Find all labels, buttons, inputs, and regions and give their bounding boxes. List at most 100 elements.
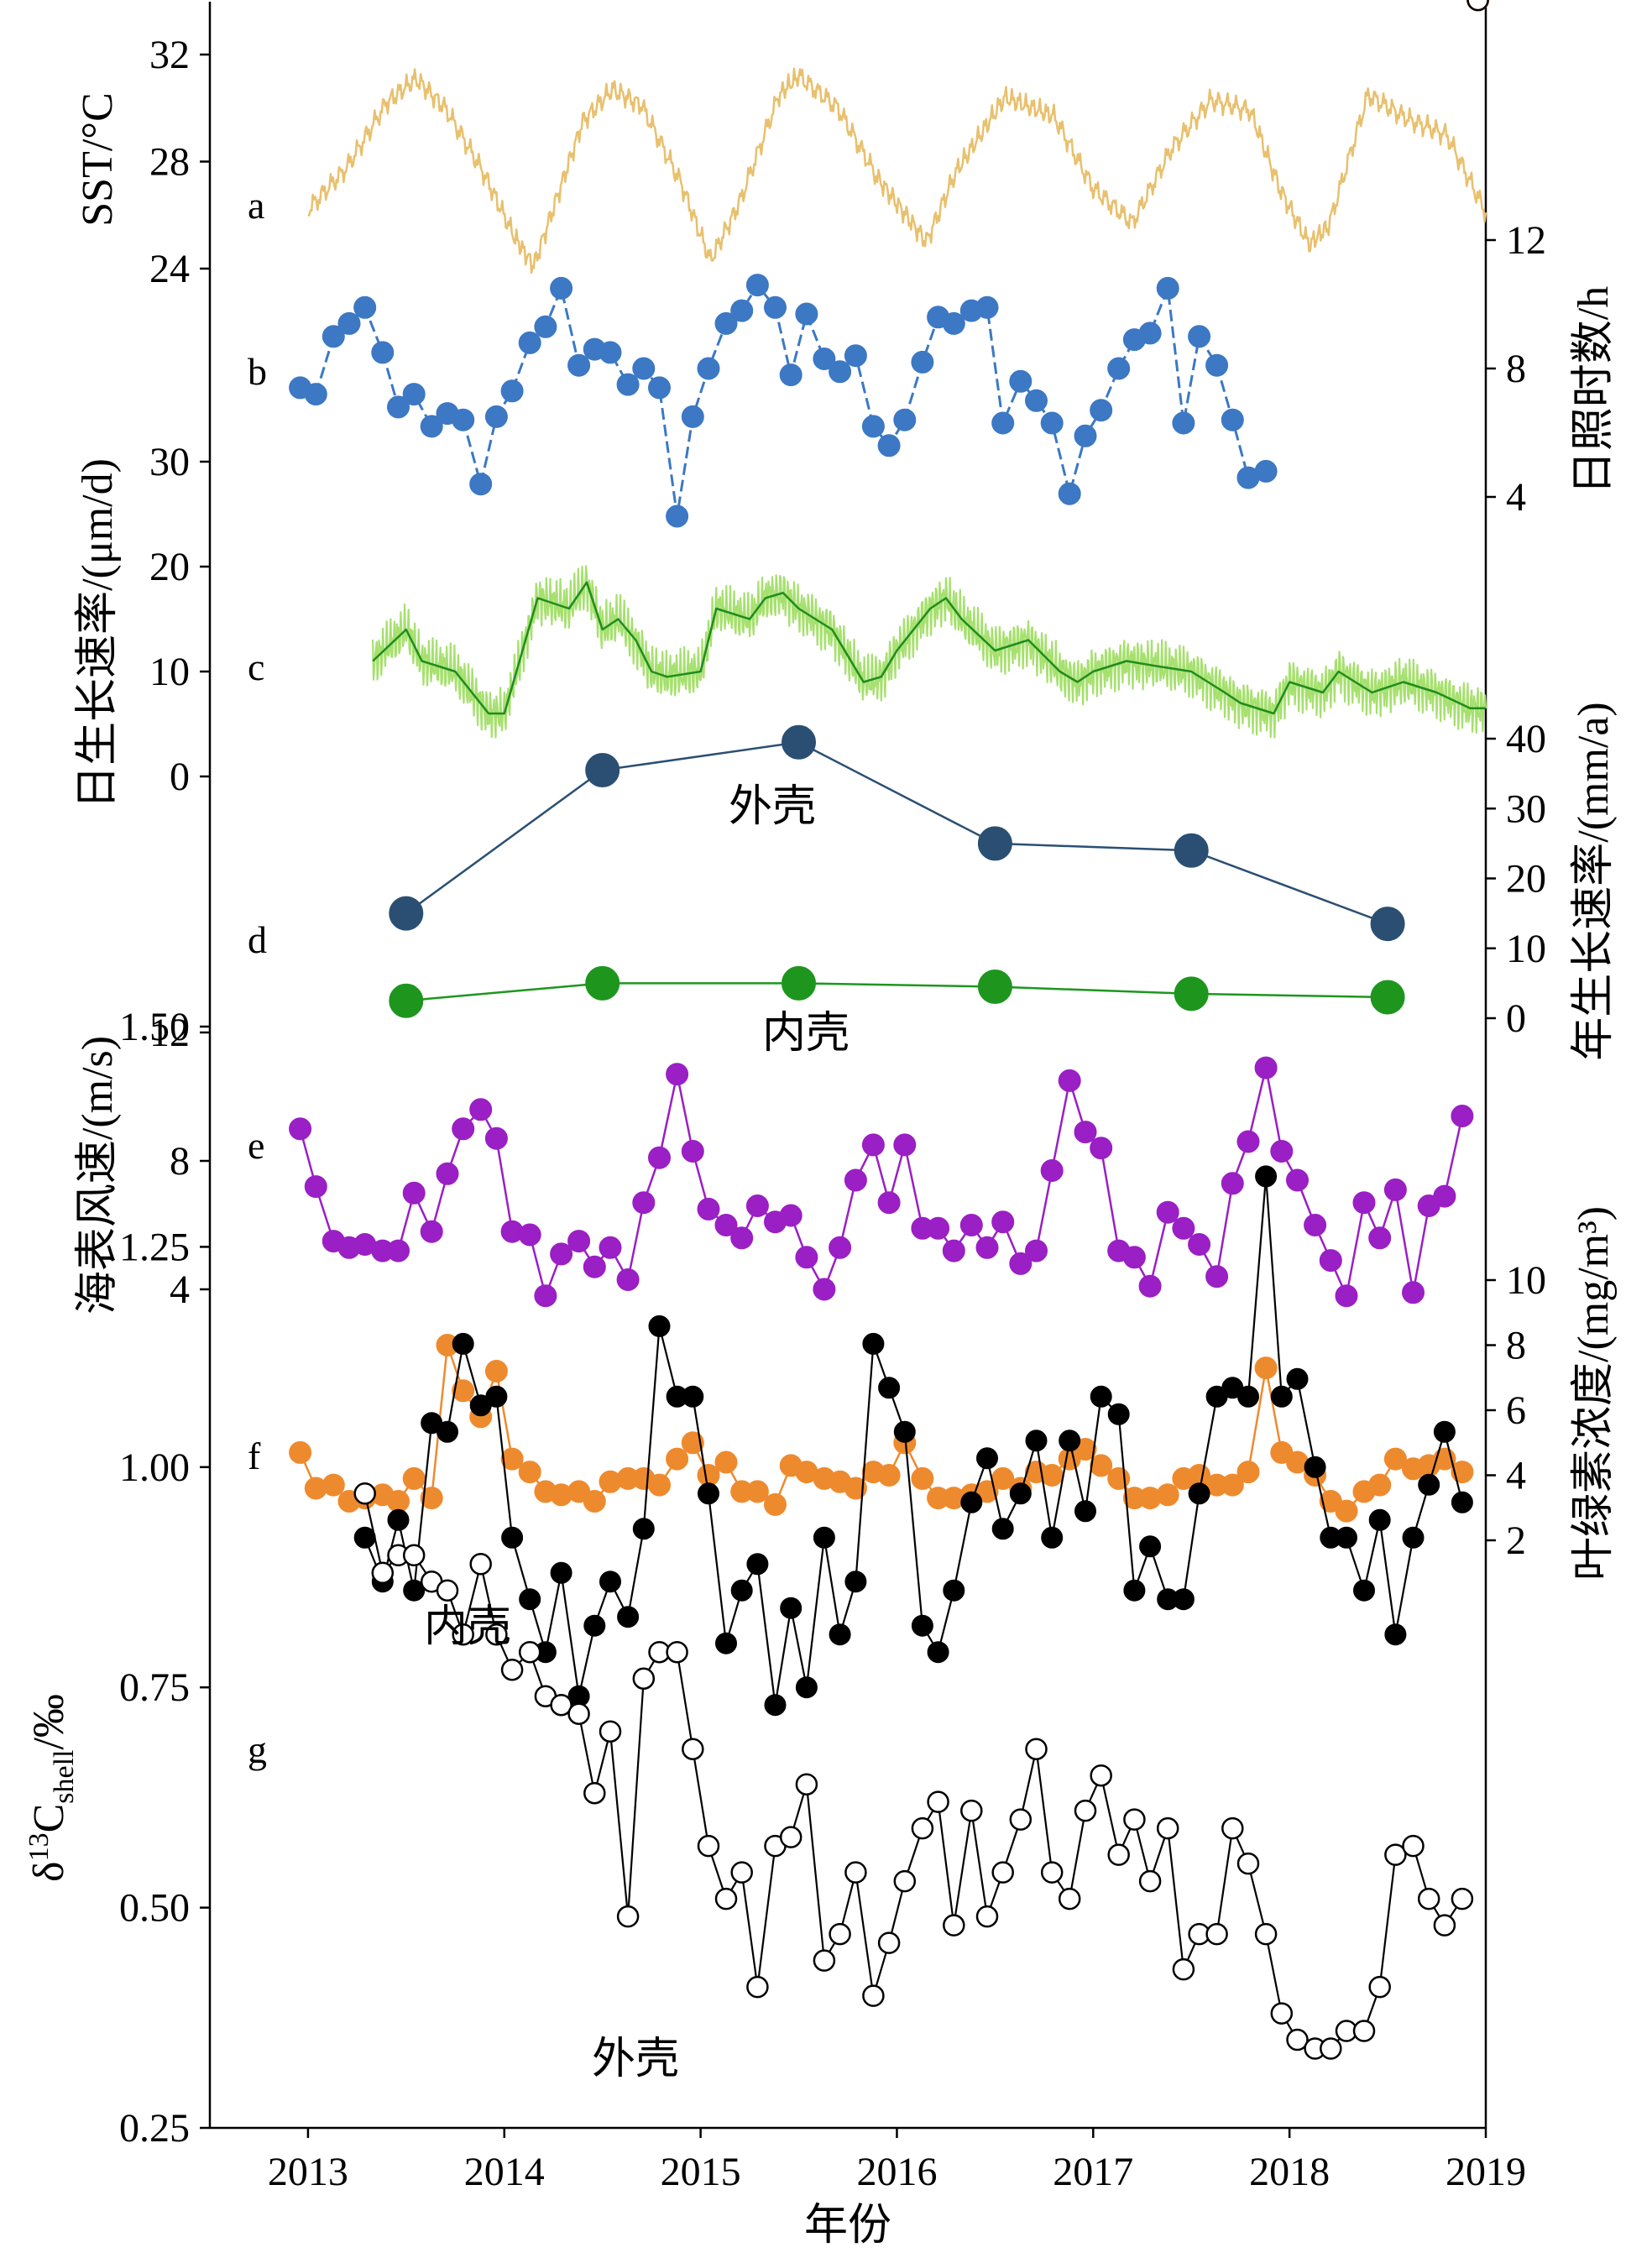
d13c-outer-point <box>975 1905 999 1928</box>
d13c-inner-point <box>960 1491 983 1513</box>
d13c-outer-point <box>1417 1887 1440 1910</box>
chlorophyll-point <box>420 1487 443 1510</box>
d13c-inner-point <box>764 1694 787 1717</box>
chlorophyll-point <box>745 1480 769 1503</box>
sunshine-point <box>1156 276 1179 300</box>
sunshine-point <box>550 276 573 300</box>
sunshine-point <box>1188 325 1211 348</box>
d13c-inner-point <box>1025 1430 1048 1452</box>
sunshine-point <box>1172 411 1195 435</box>
wind-point <box>1236 1130 1260 1153</box>
wind-point <box>469 1098 493 1121</box>
d13c-inner-point <box>730 1579 753 1602</box>
sunshine-point <box>648 376 671 400</box>
wind-point <box>681 1140 704 1163</box>
d13c-inner-point <box>943 1579 965 1602</box>
wind-point <box>829 1236 852 1259</box>
ylabel-annual-growth: 年生长速率/(mm/a) <box>1570 702 1618 1061</box>
y-tick-label: 28 <box>149 140 190 185</box>
chlorophyll-point <box>681 1431 704 1455</box>
wind-point <box>436 1162 459 1185</box>
d13c-inner-point <box>1353 1579 1375 1602</box>
x-tick-label: 2014 <box>464 2150 545 2194</box>
sunshine-point <box>697 357 720 380</box>
sunshine-point <box>861 415 885 438</box>
y-tick-label: 20 <box>149 545 190 589</box>
sunshine-point <box>337 311 361 335</box>
d13c-outer-point <box>1172 1957 1195 1981</box>
d13c-outer-point <box>485 1623 508 1646</box>
d13c-inner-point <box>813 1526 835 1549</box>
sunshine-point <box>844 344 867 368</box>
sunshine-point <box>632 357 656 380</box>
d13c-outer-point <box>893 1869 917 1893</box>
wind-point <box>1368 1226 1392 1250</box>
chlorophyll-point <box>666 1447 689 1471</box>
sunshine-point <box>795 302 818 326</box>
wind-point <box>1009 1252 1032 1275</box>
sunshine-point <box>322 325 345 348</box>
outer-shell-point <box>585 753 620 787</box>
d13c-outer-point <box>550 1693 572 1717</box>
sunshine-point <box>1009 369 1032 393</box>
d13c-inner-point <box>403 1579 426 1602</box>
d13c-inner-point <box>1451 1491 1473 1513</box>
chlorophyll-point <box>387 1490 410 1513</box>
sunshine-point <box>877 434 901 457</box>
sunshine-point <box>714 311 738 335</box>
wind-point <box>942 1239 965 1262</box>
chlorophyll-point <box>714 1450 738 1474</box>
d13c-outer-point <box>599 1720 622 1743</box>
outer-shell-point <box>977 826 1012 861</box>
sunshine-point <box>730 299 754 322</box>
d13c-outer-point <box>943 1914 965 1937</box>
sunshine-point <box>813 348 836 370</box>
sunshine-point <box>1058 482 1081 505</box>
wind-point <box>795 1246 818 1269</box>
d13c-outer-point <box>518 1640 541 1664</box>
sunshine-point <box>518 331 541 354</box>
d13c-outer-point <box>1254 1922 1278 1946</box>
label-inner-shell-g: 内壳 <box>424 1603 511 1651</box>
sunshine-point <box>353 295 377 319</box>
d13c-inner-point <box>632 1518 655 1540</box>
chlorophyll-point <box>452 1379 475 1403</box>
y-tick-label: 0.25 <box>119 2106 190 2151</box>
chlorophyll-point <box>1221 1473 1244 1497</box>
sunshine-point <box>1040 411 1064 435</box>
d13c-outer-point <box>371 1561 395 1585</box>
d13c-inner-point <box>1188 1482 1210 1505</box>
x-tick-label: 2017 <box>1053 2150 1133 2194</box>
d13c-outer-point <box>829 1922 851 1946</box>
chlorophyll-point <box>1107 1466 1131 1490</box>
d13c-outer-point <box>927 1790 949 1813</box>
chlorophyll-point <box>289 1440 312 1464</box>
wind-point <box>289 1117 312 1141</box>
y-tick-label: 10 <box>1506 1258 1546 1303</box>
wind-point <box>745 1194 769 1217</box>
series-inner-shell-line <box>405 982 1388 1002</box>
d13c-outer-point <box>1058 1887 1081 1910</box>
d13c-outer-point <box>1123 1808 1146 1831</box>
y-tick-label: 32 <box>149 33 190 77</box>
d13c-inner-point <box>1418 1473 1440 1496</box>
d13c-outer-point <box>877 1931 901 1954</box>
wind-point <box>697 1197 720 1220</box>
wind-point <box>714 1214 738 1236</box>
wind-point <box>861 1133 885 1157</box>
d13c-outer-point <box>1368 1975 1391 1999</box>
y-tick-label: 0 <box>170 755 190 799</box>
wind-point <box>666 1063 689 1086</box>
chlorophyll-point <box>518 1461 541 1484</box>
d13c-outer-point <box>1286 2028 1309 2052</box>
sunshine-point <box>599 341 622 364</box>
d13c-inner-point <box>780 1597 802 1619</box>
y-tick-label: 4 <box>1506 475 1526 520</box>
x-tick-label: 2013 <box>268 2150 348 2194</box>
y-tick-label: 0.50 <box>119 1886 190 1931</box>
sunshine-point <box>1254 459 1278 483</box>
d13c-inner-point <box>715 1632 737 1654</box>
d13c-inner-point <box>1123 1579 1146 1602</box>
d13c-inner-point <box>1009 1482 1032 1505</box>
d13c-inner-point <box>501 1526 524 1549</box>
